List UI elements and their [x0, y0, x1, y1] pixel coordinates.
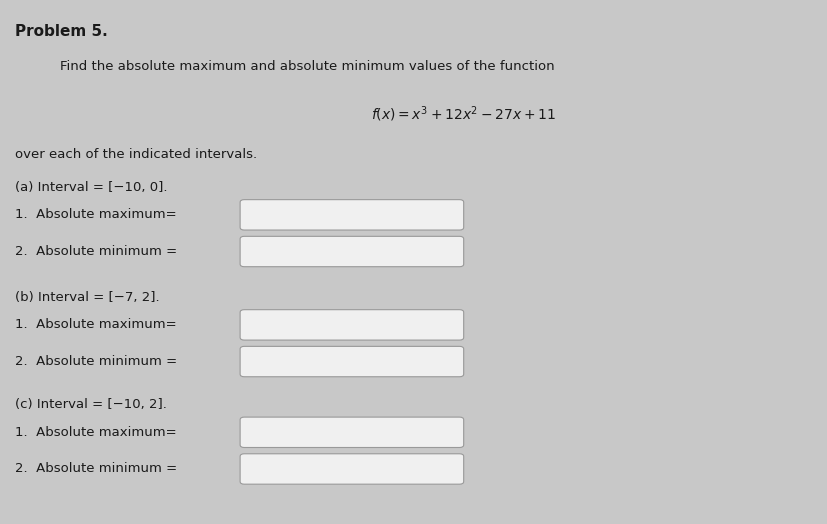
Text: $f(x) = x^3 + 12x^2 - 27x + 11$: $f(x) = x^3 + 12x^2 - 27x + 11$	[370, 105, 556, 124]
Text: 2.  Absolute minimum =: 2. Absolute minimum =	[15, 463, 177, 475]
Text: 2.  Absolute minimum =: 2. Absolute minimum =	[15, 355, 177, 368]
FancyBboxPatch shape	[240, 236, 463, 267]
Text: (a) Interval = [−10, 0].: (a) Interval = [−10, 0].	[15, 181, 167, 194]
Text: 1.  Absolute maximum=: 1. Absolute maximum=	[15, 209, 176, 221]
Text: (c) Interval = [−10, 2].: (c) Interval = [−10, 2].	[15, 398, 166, 411]
FancyBboxPatch shape	[240, 310, 463, 340]
FancyBboxPatch shape	[240, 417, 463, 447]
Text: 1.  Absolute maximum=: 1. Absolute maximum=	[15, 426, 176, 439]
Text: Problem 5.: Problem 5.	[15, 24, 108, 39]
FancyBboxPatch shape	[240, 200, 463, 230]
FancyBboxPatch shape	[240, 346, 463, 377]
FancyBboxPatch shape	[240, 454, 463, 484]
Text: 2.  Absolute minimum =: 2. Absolute minimum =	[15, 245, 177, 258]
Text: (b) Interval = [−7, 2].: (b) Interval = [−7, 2].	[15, 291, 160, 304]
Text: 1.  Absolute maximum=: 1. Absolute maximum=	[15, 319, 176, 331]
Text: over each of the indicated intervals.: over each of the indicated intervals.	[15, 148, 256, 161]
Text: Find the absolute maximum and absolute minimum values of the function: Find the absolute maximum and absolute m…	[60, 60, 553, 73]
